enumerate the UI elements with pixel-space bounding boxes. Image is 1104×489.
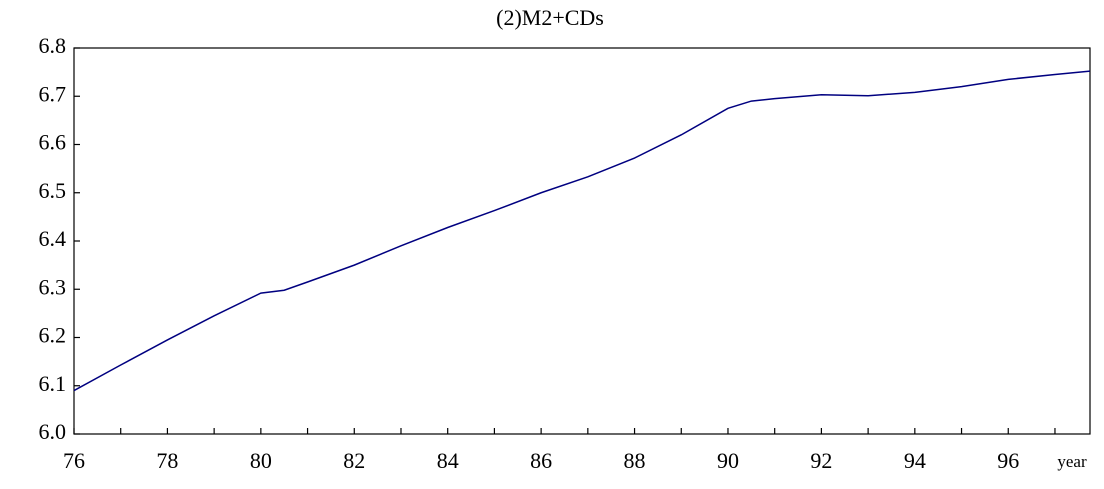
- data-line: [73, 70, 1091, 392]
- x-tick-label: 84: [437, 448, 459, 473]
- y-tick-label: 6.0: [39, 419, 67, 444]
- y-tick-label: 6.8: [39, 33, 67, 58]
- x-tick-label: 88: [624, 448, 646, 473]
- x-tick-label: 90: [717, 448, 739, 473]
- y-tick-label: 6.1: [39, 371, 67, 396]
- x-tick-label: 82: [343, 448, 365, 473]
- x-tick-label: 80: [250, 448, 272, 473]
- y-tick-label: 6.7: [39, 81, 67, 106]
- plot-frame: [73, 47, 1091, 435]
- x-tick-label: 92: [810, 448, 832, 473]
- x-tick-label: 94: [904, 448, 926, 473]
- y-tick-label: 6.4: [39, 226, 67, 251]
- chart-title: (2)M2+CDs: [496, 5, 604, 30]
- y-tick-label: 6.2: [39, 323, 67, 348]
- x-tick-label: 76: [63, 448, 85, 473]
- x-tick-label: 86: [530, 448, 552, 473]
- y-tick-label: 6.5: [39, 178, 67, 203]
- x-tick-label: 78: [156, 448, 178, 473]
- y-tick-label: 6.3: [39, 274, 67, 299]
- y-tick-label: 6.6: [39, 130, 67, 155]
- x-tick-label: 96: [997, 448, 1019, 473]
- x-axis-label: year: [1057, 452, 1087, 471]
